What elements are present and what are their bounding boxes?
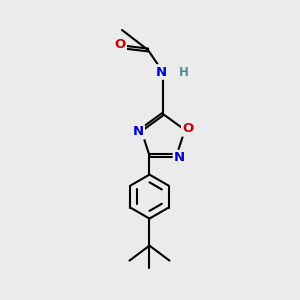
Text: H: H (179, 65, 189, 79)
Text: O: O (182, 122, 194, 135)
Text: N: N (155, 65, 167, 79)
Text: N: N (174, 151, 185, 164)
Text: O: O (114, 38, 126, 52)
Text: N: N (133, 125, 144, 138)
